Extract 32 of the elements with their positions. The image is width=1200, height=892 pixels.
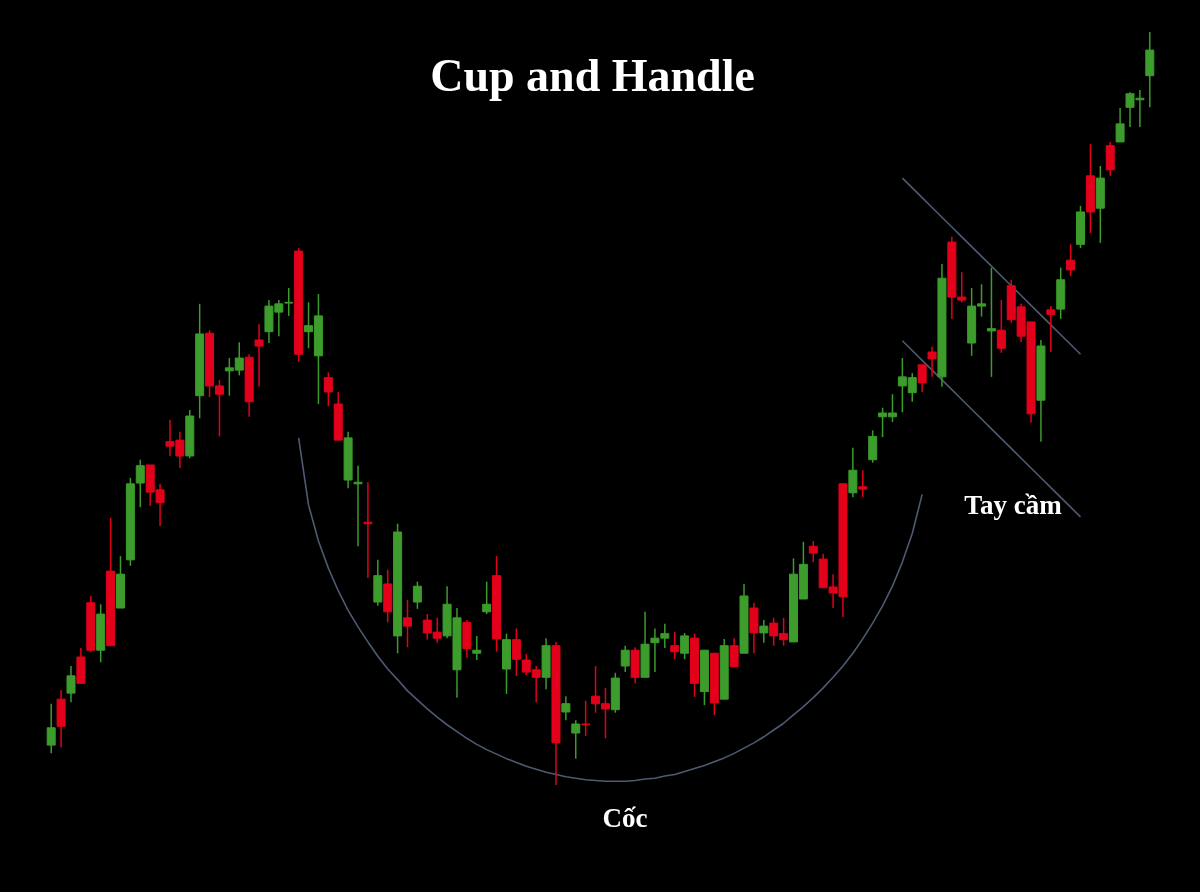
candlestick bbox=[729, 637, 739, 668]
candlestick bbox=[561, 695, 571, 721]
candlestick bbox=[66, 665, 76, 703]
candlestick bbox=[1066, 243, 1076, 277]
candlestick bbox=[254, 323, 264, 388]
candlestick bbox=[759, 619, 769, 644]
candlestick bbox=[353, 464, 363, 548]
candlestick bbox=[868, 429, 878, 464]
candlestick bbox=[858, 469, 868, 499]
candlestick bbox=[808, 540, 818, 563]
candlestick bbox=[917, 364, 927, 393]
candlestick bbox=[927, 346, 937, 378]
candlestick bbox=[363, 481, 373, 579]
text: Cốc bbox=[602, 802, 648, 834]
candlestick bbox=[670, 631, 680, 660]
candlestick bbox=[323, 371, 333, 407]
candlestick bbox=[848, 446, 858, 499]
chart-title: Cup and Handle bbox=[430, 50, 755, 102]
candlestick bbox=[412, 580, 422, 610]
candlestick bbox=[996, 299, 1006, 354]
candlestick bbox=[472, 635, 482, 661]
candlestick bbox=[581, 699, 591, 737]
candlestick bbox=[571, 719, 581, 760]
candlestick bbox=[1046, 305, 1056, 353]
candlestick bbox=[620, 644, 630, 673]
annotation: Tay cầm bbox=[964, 489, 1062, 521]
candlestick bbox=[403, 599, 412, 648]
candlestick bbox=[482, 580, 492, 615]
candlestick bbox=[1115, 107, 1125, 143]
candlestick bbox=[986, 266, 996, 378]
candlestick bbox=[46, 702, 56, 755]
candlestick bbox=[680, 632, 690, 660]
